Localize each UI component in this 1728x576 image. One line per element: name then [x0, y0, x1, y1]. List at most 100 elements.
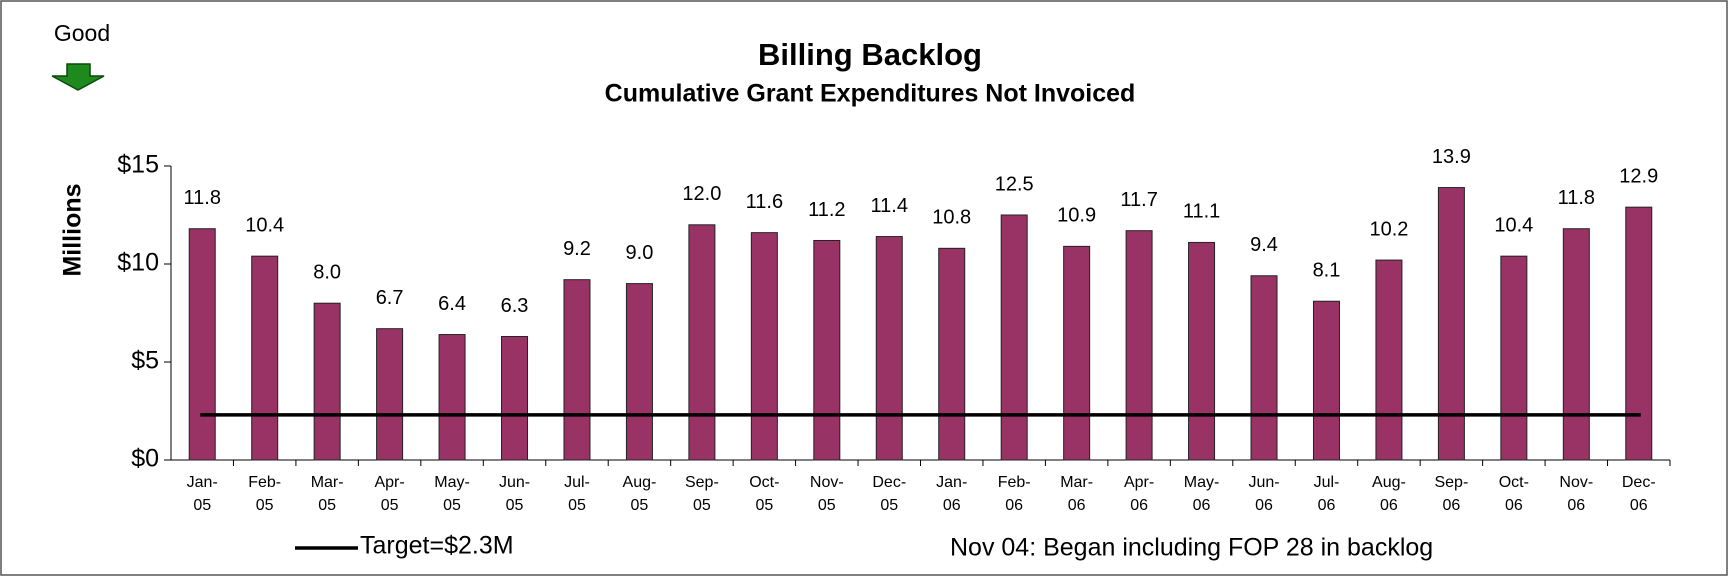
bar [1437, 187, 1465, 461]
data-label: 10.4 [245, 214, 284, 236]
x-tick-label: Feb- [998, 474, 1031, 491]
y-tick-label: $15 [117, 151, 159, 179]
data-label: 10.2 [1369, 218, 1408, 240]
data-label: 9.4 [1250, 234, 1278, 256]
x-tick-label: 05 [318, 497, 336, 514]
x-tick-label: Nov- [810, 474, 844, 491]
x-tick-label: 06 [1068, 497, 1086, 514]
data-label: 10.9 [1057, 205, 1096, 227]
bar [1312, 300, 1340, 461]
x-tick-label: 05 [193, 497, 211, 514]
bar [875, 236, 903, 461]
data-label: 6.3 [501, 295, 529, 317]
x-tick-label: Jun- [1248, 474, 1279, 491]
data-label: 10.8 [932, 207, 971, 229]
data-label: 11.7 [1120, 189, 1157, 211]
x-tick-label: 05 [818, 497, 836, 514]
x-tick-label: Aug- [1372, 474, 1406, 491]
x-tick-label: 06 [1193, 497, 1211, 514]
bar [938, 247, 966, 461]
x-tick-label: Aug- [623, 474, 657, 491]
x-tick-label: Mar- [1060, 474, 1093, 491]
bar [1375, 259, 1403, 461]
x-tick-label: Dec- [872, 474, 906, 491]
x-tick-label: Jan- [936, 474, 967, 491]
x-tick-label: 06 [1505, 497, 1523, 514]
bar [688, 224, 716, 461]
x-tick-label: Sep- [685, 474, 719, 491]
bar [1250, 275, 1278, 461]
data-label: 6.7 [376, 287, 404, 309]
bar [438, 334, 466, 461]
data-label: 12.5 [995, 173, 1034, 195]
x-tick-label: Apr- [1124, 474, 1154, 491]
y-tick-label: $5 [131, 347, 159, 375]
bar [1125, 230, 1153, 461]
x-tick-label: 05 [568, 497, 586, 514]
annotation: Nov 04: Began including FOP 28 in backlo… [950, 534, 1433, 562]
bar [1063, 245, 1091, 461]
x-tick-label: 05 [880, 497, 898, 514]
x-tick-label: 05 [631, 497, 649, 514]
x-tick-label: Jun- [499, 474, 530, 491]
data-label: 11.2 [808, 199, 845, 221]
bar [813, 239, 841, 461]
data-label: 11.1 [1183, 201, 1220, 223]
data-label: 11.8 [184, 187, 221, 209]
x-tick-label: 05 [256, 497, 274, 514]
data-label: 12.0 [682, 183, 721, 205]
chart-subtitle: Cumulative Grant Expenditures Not Invoic… [605, 80, 1136, 108]
data-label: 11.4 [871, 195, 908, 217]
x-tick-label: Apr- [374, 474, 404, 491]
x-tick-label: Feb- [248, 474, 281, 491]
data-label: 10.4 [1494, 214, 1533, 236]
good-label: Good [54, 20, 110, 46]
bar [563, 279, 591, 461]
x-tick-label: 06 [1442, 497, 1460, 514]
x-tick-label: 05 [443, 497, 461, 514]
chart-title: Billing Backlog [758, 37, 982, 72]
data-label: 8.0 [313, 261, 341, 283]
x-tick-label: Oct- [1499, 474, 1529, 491]
bar [501, 336, 529, 461]
y-axis-label: Millions [59, 183, 87, 276]
bar [1000, 214, 1028, 461]
x-tick-label: 06 [1255, 497, 1273, 514]
bar [251, 255, 279, 461]
x-tick-label: 05 [381, 497, 399, 514]
x-tick-label: 06 [1380, 497, 1398, 514]
x-tick-label: 06 [1130, 497, 1148, 514]
x-tick-label: Jul- [1314, 474, 1340, 491]
x-tick-label: Nov- [1559, 474, 1593, 491]
x-tick-label: Mar- [311, 474, 344, 491]
good-arrow [51, 63, 105, 91]
bar [1188, 241, 1216, 461]
x-tick-label: 05 [693, 497, 711, 514]
data-label: 9.0 [626, 242, 654, 264]
x-tick-label: Sep- [1434, 474, 1468, 491]
data-label: 13.9 [1432, 146, 1471, 168]
x-tick-label: 06 [1567, 497, 1585, 514]
data-label: 9.2 [563, 238, 591, 260]
bar [1625, 206, 1653, 461]
bar [188, 228, 216, 461]
bar [313, 302, 341, 461]
x-tick-label: May- [434, 474, 470, 491]
x-tick-label: 06 [1005, 497, 1023, 514]
data-label: 12.9 [1619, 165, 1658, 187]
x-tick-label: Oct- [749, 474, 779, 491]
x-tick-label: 05 [506, 497, 524, 514]
x-tick-label: 06 [1630, 497, 1648, 514]
data-label: 8.1 [1313, 260, 1341, 282]
bar [1500, 255, 1528, 461]
x-tick-label: 06 [1318, 497, 1336, 514]
x-tick-label: May- [1184, 474, 1220, 491]
data-label: 11.8 [1558, 187, 1595, 209]
x-tick-label: Dec- [1622, 474, 1656, 491]
data-label: 6.4 [438, 293, 466, 315]
data-label: 11.6 [746, 191, 783, 213]
x-tick-label: Jan- [187, 474, 218, 491]
y-tick-label: $0 [131, 445, 159, 473]
bar [1562, 228, 1590, 461]
